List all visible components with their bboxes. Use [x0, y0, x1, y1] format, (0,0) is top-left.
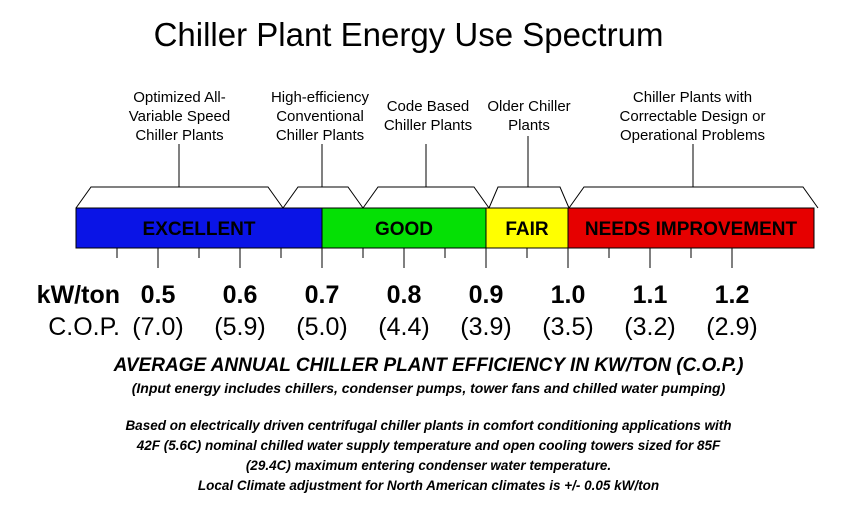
bracket-correctable — [568, 186, 819, 209]
kw-ton-value: 1.2 — [714, 281, 750, 309]
kw-ton-value: 0.9 — [468, 281, 504, 309]
cop-value: (5.9) — [214, 313, 266, 341]
basis-line: (29.4C) maximum entering condenser water… — [245, 458, 612, 473]
category-correctable: Chiller Plants with Correctable Design o… — [600, 88, 785, 145]
cop-value: (3.9) — [460, 313, 512, 341]
category-line: Chiller Plants with — [632, 89, 753, 106]
cop-value: (3.2) — [624, 313, 676, 341]
basis-line: 42F (5.6C) nominal chilled water supply … — [136, 438, 721, 453]
category-line: Optimized All- — [133, 89, 226, 106]
category-line: Operational Problems — [619, 127, 766, 144]
cop-value: (7.0) — [132, 313, 184, 341]
band-fair — [485, 207, 569, 249]
kw-ton-value: 1.1 — [632, 281, 668, 309]
bracket-code-based — [362, 186, 490, 209]
kw-ton-value: 0.5 — [140, 281, 176, 309]
category-older: Older Chiller Plants — [474, 97, 584, 135]
bracket-older — [488, 186, 570, 209]
category-line: Conventional — [276, 108, 364, 125]
cop-label: C.O.P. — [48, 313, 120, 341]
category-line: Plants — [508, 117, 550, 134]
category-high-efficiency: High-efficiency Conventional Chiller Pla… — [255, 88, 385, 145]
input-energy-note: (Input energy includes chillers, condens… — [131, 380, 726, 396]
band-label: EXCELLENT — [143, 219, 256, 240]
cop-value: (5.0) — [296, 313, 348, 341]
kw-ton-value: 0.6 — [222, 281, 258, 309]
band-label: GOOD — [375, 219, 433, 240]
diagram-title: Chiller Plant Energy Use Spectrum — [153, 16, 664, 53]
category-line: Correctable Design or — [619, 108, 766, 125]
efficiency-heading: AVERAGE ANNUAL CHILLER PLANT EFFICIENCY … — [113, 355, 744, 376]
basis-note: Based on electrically driven centrifugal… — [0, 416, 857, 496]
kw-ton-value: 1.0 — [550, 281, 586, 309]
basis-line: Based on electrically driven centrifugal… — [125, 418, 732, 433]
bracket-optimized — [75, 186, 284, 209]
category-line: High-efficiency — [270, 89, 370, 106]
kw-ton-value: 0.8 — [386, 281, 422, 309]
category-code-based: Code Based Chiller Plants — [372, 97, 484, 135]
category-line: Code Based — [386, 98, 470, 115]
basis-line: Local Climate adjustment for North Ameri… — [197, 478, 660, 493]
category-line: Chiller Plants — [135, 127, 224, 144]
category-line: Older Chiller — [487, 98, 571, 115]
cop-value: (2.9) — [706, 313, 758, 341]
category-line: Chiller Plants — [275, 127, 365, 144]
band-label: FAIR — [505, 219, 549, 240]
category-line: Variable Speed — [128, 108, 231, 125]
band-needs-improvement — [567, 207, 815, 249]
bracket-high-efficiency — [282, 186, 364, 209]
kw-ton-value: 0.7 — [304, 281, 340, 309]
category-optimized: Optimized All- Variable Speed Chiller Pl… — [112, 88, 247, 145]
category-line: Chiller Plants — [383, 117, 473, 134]
kw-ton-label: kW/ton — [36, 281, 120, 309]
cop-value: (4.4) — [378, 313, 430, 341]
cop-value: (3.5) — [542, 313, 594, 341]
band-label: NEEDS IMPROVEMENT — [585, 219, 798, 240]
